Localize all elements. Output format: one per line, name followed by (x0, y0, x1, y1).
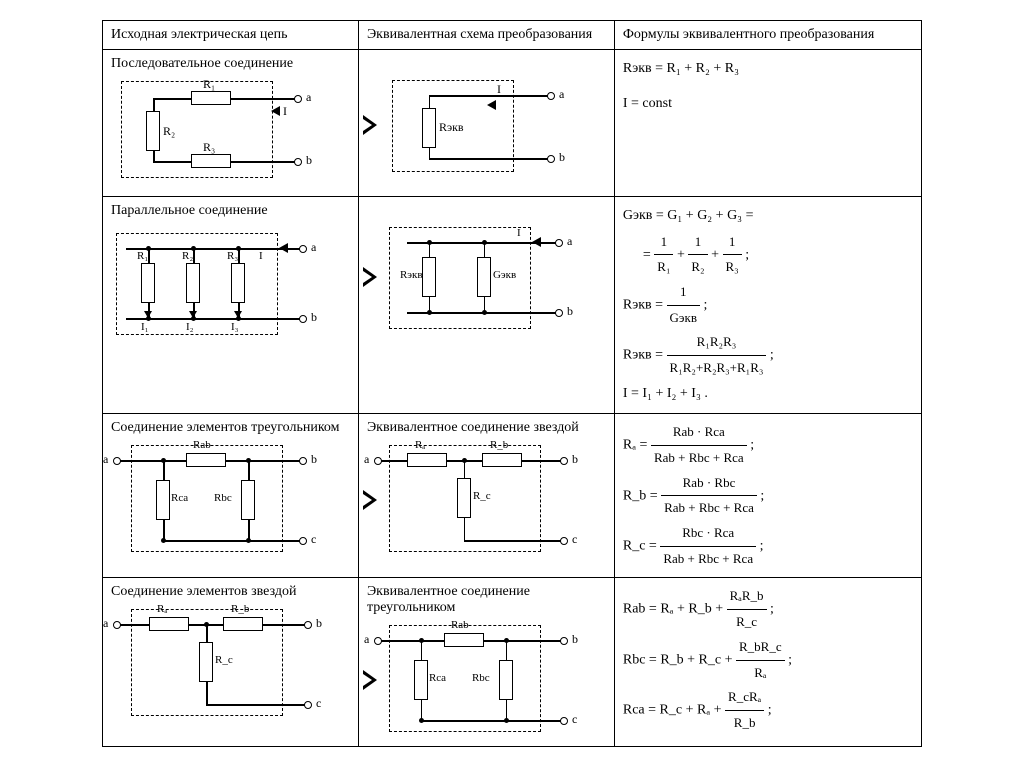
header-col3: Формулы эквивалентного преобразования (614, 21, 921, 50)
formula-rekv: Rэкв = R₁ + R₂ + R₃ (623, 56, 913, 83)
parallel-source-diagram: R₁ I₁ R₂ I₂ R₃ I₃ I a (111, 223, 350, 343)
page-wrap: Исходная электрическая цепь Эквивалентна… (102, 20, 922, 747)
series-source-diagram: R₁ R₂ R₃ I a b (111, 76, 350, 186)
header-col1: Исходная электрическая цепь (103, 21, 359, 50)
series-formulas: Rэкв = R₁ + R₂ + R₃ I = const (623, 56, 913, 117)
parallel-title: Параллельное соединение (111, 203, 350, 219)
header-col2: Эквивалентная схема преобразования (358, 21, 614, 50)
delta-formulas: Rₐ = Rab · RcaRab + Rbc + Rca ; R_b = Ra… (623, 420, 913, 571)
delta-equiv-title: Эквивалентное соединение треугольником (367, 584, 606, 616)
parallel-formulas: Gэкв = G₁ + G₂ + G₃ = = 1R₁ + 1R₂ + 1R₃ … (623, 203, 913, 407)
star-formulas: Rab = Rₐ + R_b + RₐR_bR_c ; Rbc = R_b + … (623, 584, 913, 735)
series-title: Последовательное соединение (111, 56, 350, 72)
parallel-equiv-diagram: Rэкв Gэкв I a b (367, 207, 606, 347)
transform-table: Исходная электрическая цепь Эквивалентна… (102, 20, 922, 747)
header-row: Исходная электрическая цепь Эквивалентна… (103, 21, 922, 50)
g-sum: Gэкв = G₁ + G₂ + G₃ = (623, 203, 913, 230)
row-star: Соединение элементов звездой Rₐ R_b R_c … (103, 578, 922, 747)
star-equiv-title: Эквивалентное соединение звездой (367, 420, 606, 436)
delta-source-diagram: Rab Rca Rbc a b c (111, 440, 350, 560)
i-sum: I = I₁ + I₂ + I₃ . (623, 381, 913, 408)
star-source-diagram: Rₐ R_b R_c a b c (111, 604, 350, 724)
series-equiv-diagram: Rэкв I a b (367, 60, 606, 190)
row-series: Последовательное соединение R₁ R₂ R₃ (103, 50, 922, 197)
delta-title: Соединение элементов треугольником (111, 420, 350, 436)
star-title: Соединение элементов звездой (111, 584, 350, 600)
row-delta: Соединение элементов треугольником Rab R… (103, 414, 922, 578)
delta-equiv-diagram: Rab Rca Rbc a b c (367, 620, 606, 740)
row-parallel: Параллельное соединение R₁ I₁ R₂ I₂ (103, 197, 922, 414)
formula-iconst: I = const (623, 91, 913, 118)
star-equiv-diagram: Rₐ R_b R_c a b c (367, 440, 606, 560)
